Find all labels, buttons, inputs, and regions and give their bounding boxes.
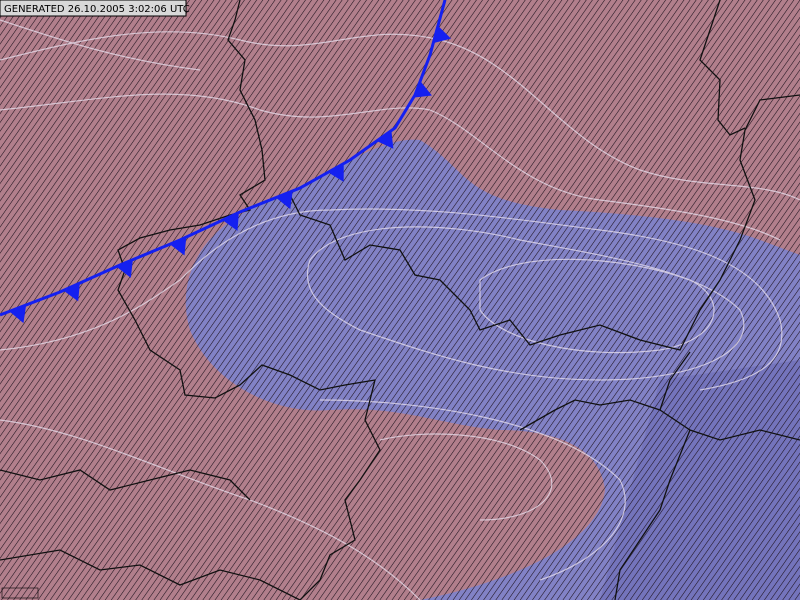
front-triangle [222,212,239,231]
front-triangle [433,25,452,44]
front-triangle [413,80,432,98]
front-triangle [116,259,133,278]
label-box [0,0,187,17]
front-triangle [275,190,293,210]
front-triangle [9,304,27,324]
logo [1,587,39,599]
generated-label: GENERATED 26.10.2005 3:02:06 UTC [4,4,190,15]
isolines [0,19,800,600]
front-triangle [169,237,187,256]
front-triangle [328,163,344,182]
front-triangle [376,130,394,149]
front-symbols [9,25,452,324]
front-triangle [63,283,80,302]
